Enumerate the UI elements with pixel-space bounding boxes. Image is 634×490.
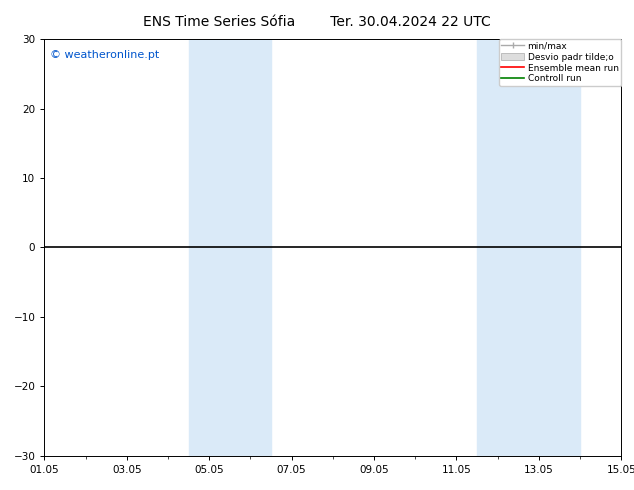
Legend: min/max, Desvio padr tilde;o, Ensemble mean run, Controll run: min/max, Desvio padr tilde;o, Ensemble m… — [499, 39, 621, 86]
Text: ENS Time Series Sófia        Ter. 30.04.2024 22 UTC: ENS Time Series Sófia Ter. 30.04.2024 22… — [143, 15, 491, 29]
Bar — [477, 39, 580, 456]
Text: © weatheronline.pt: © weatheronline.pt — [50, 49, 159, 60]
Bar — [189, 39, 271, 456]
